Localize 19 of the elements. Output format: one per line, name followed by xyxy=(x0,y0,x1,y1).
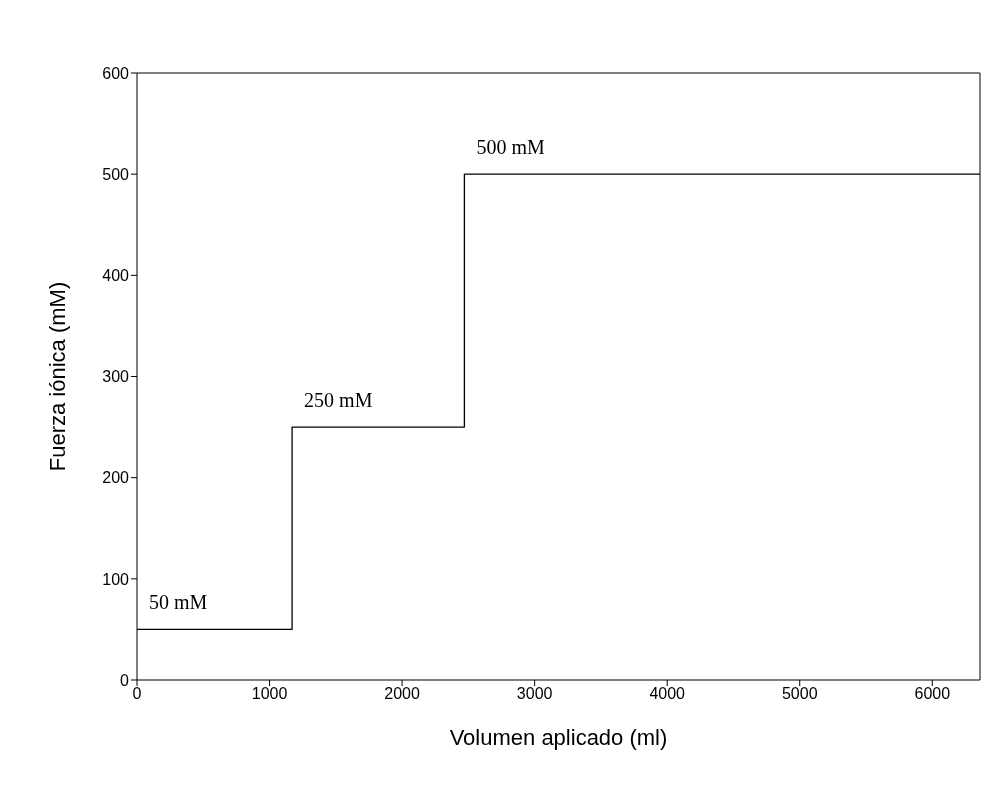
y-tick-label: 200 xyxy=(102,469,130,487)
annotation: 500 mM xyxy=(476,135,545,158)
y-axis-title: Fuerza iónica (mM) xyxy=(44,281,70,472)
x-tick-label: 0 xyxy=(132,685,142,703)
x-tick-label: 5000 xyxy=(781,685,818,703)
x-tick-label: 2000 xyxy=(384,685,420,703)
annotation: 50 mM xyxy=(149,591,208,614)
y-tick-label: 0 xyxy=(120,671,130,689)
x-tick-label: 6000 xyxy=(914,685,951,703)
y-tick-label: 400 xyxy=(102,267,130,285)
x-tick-label: 4000 xyxy=(649,685,686,703)
x-axis-title: Volumen aplicado (ml) xyxy=(449,725,668,750)
y-tick-label: 600 xyxy=(102,64,130,82)
x-tick-label: 1000 xyxy=(251,685,288,703)
y-tick-label: 300 xyxy=(102,368,130,386)
y-tick-label: 500 xyxy=(102,165,130,183)
annotation: 250 mM xyxy=(304,388,373,411)
y-tick-label: 100 xyxy=(102,570,130,588)
x-tick-label: 3000 xyxy=(516,685,553,703)
